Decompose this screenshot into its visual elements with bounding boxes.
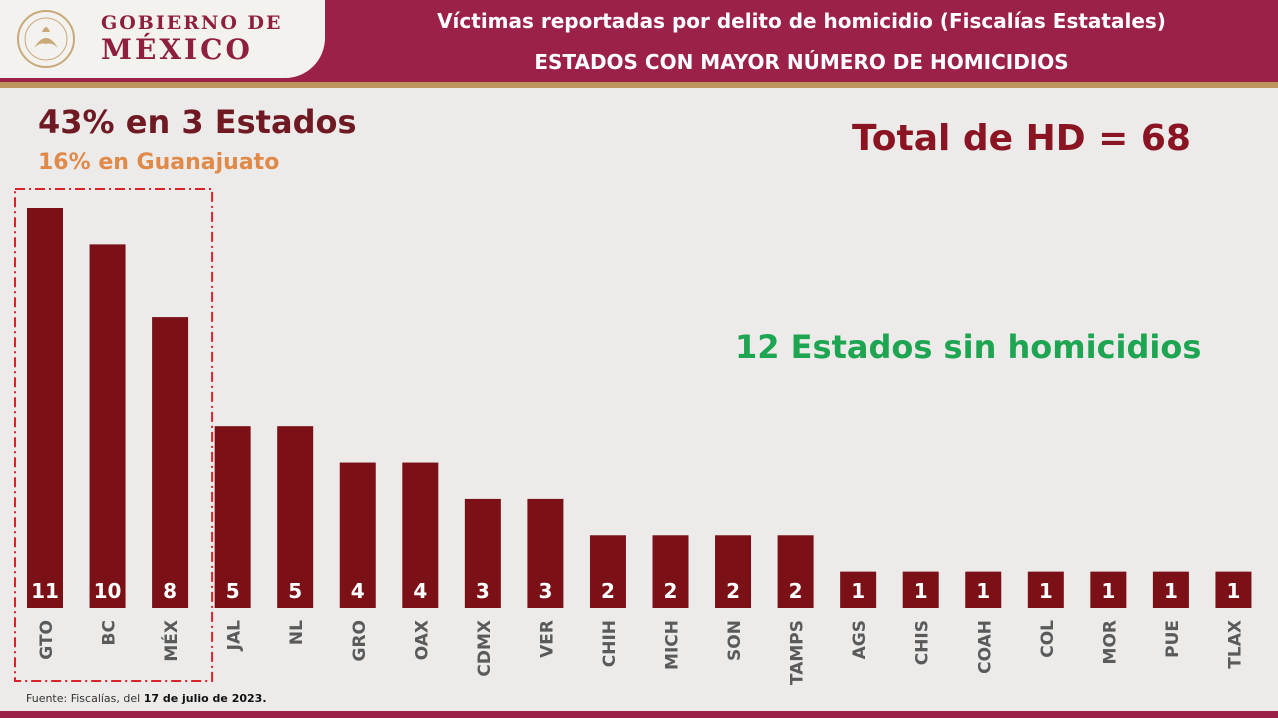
value-label-gro: 4 [351, 579, 365, 603]
bar-ver [527, 498, 564, 608]
tick-label-pue: PUE [1163, 620, 1183, 658]
tick-label-chis: CHIS [913, 620, 933, 665]
value-label-chis: 1 [914, 579, 928, 603]
tick-label-ags: AGS [850, 620, 870, 659]
value-label-oax: 4 [413, 579, 427, 603]
bar-oax [402, 462, 439, 608]
value-label-tlax: 1 [1226, 579, 1240, 603]
tick-label-col: COL [1038, 620, 1058, 658]
value-label-tamps: 2 [789, 579, 803, 603]
eagle-emblem-icon [17, 10, 75, 68]
value-label-coah: 1 [976, 579, 990, 603]
tick-label-méx: MÉX [160, 620, 182, 662]
bar-chih [589, 535, 626, 608]
value-label-ver: 3 [538, 579, 552, 603]
tick-label-mor: MOR [1100, 620, 1120, 664]
value-label-gto: 11 [31, 579, 59, 603]
logo-panel: GOBIERNO DE MÉXICO [0, 0, 325, 78]
tick-label-ver: VER [537, 620, 557, 658]
bar-col [1027, 571, 1064, 608]
value-label-méx: 8 [163, 579, 177, 603]
tick-label-cdmx: CDMX [475, 620, 495, 677]
gov-line1: GOBIERNO DE [101, 12, 283, 34]
tick-label-coah: COAH [975, 620, 995, 674]
source-prefix: Fuente: Fiscalías, del [26, 692, 144, 705]
highlight-sub: 16% en Guanajuato [38, 150, 280, 175]
source-note: Fuente: Fiscalías, del 17 de julio de 20… [26, 692, 267, 705]
value-label-cdmx: 3 [476, 579, 490, 603]
highlight-box [14, 188, 214, 682]
gov-line2: MÉXICO [101, 33, 253, 66]
total-label: Total de HD = 68 [852, 118, 1191, 159]
value-label-bc: 10 [94, 579, 122, 603]
header-stripe [0, 82, 1278, 88]
bottom-bar [0, 711, 1278, 718]
tick-label-son: SON [725, 620, 745, 661]
bar-méx [152, 317, 189, 608]
tick-label-nl: NL [287, 620, 307, 645]
bar-gro [339, 462, 376, 608]
tick-label-jal: JAL [225, 620, 245, 651]
states-without-label: 12 Estados sin homicidios [735, 328, 1202, 366]
bar-tlax [1215, 571, 1252, 608]
tick-label-oax: OAX [412, 620, 432, 660]
value-label-mich: 2 [664, 579, 678, 603]
bar-gto [27, 208, 63, 608]
value-label-pue: 1 [1164, 579, 1178, 603]
source-date: 17 de julio de 2023. [143, 692, 267, 705]
page-subtitle: ESTADOS CON MAYOR NÚMERO DE HOMICIDIOS [534, 50, 1069, 74]
bar-nl [277, 426, 314, 608]
value-label-son: 2 [726, 579, 740, 603]
page-title: Víctimas reportadas por delito de homici… [437, 9, 1166, 33]
tick-label-chih: CHIH [600, 620, 620, 667]
bar-mor [1090, 571, 1127, 608]
tick-label-gto: GTO [37, 620, 57, 660]
value-label-col: 1 [1039, 579, 1053, 603]
bar-pue [1152, 571, 1189, 608]
tick-label-tamps: TAMPS [788, 620, 808, 685]
value-label-jal: 5 [226, 579, 240, 603]
highlight-main: 43% en 3 Estados [38, 103, 357, 141]
tick-label-mich: MICH [663, 620, 683, 670]
bar-chis [902, 571, 939, 608]
bar-cdmx [464, 498, 501, 608]
bar-jal [214, 426, 251, 608]
bar-mich [652, 535, 689, 608]
value-label-chih: 2 [601, 579, 615, 603]
tick-label-gro: GRO [350, 620, 370, 662]
bar-tamps [777, 535, 814, 608]
bar-coah [965, 571, 1002, 608]
value-label-mor: 1 [1101, 579, 1115, 603]
tick-label-bc: BC [100, 620, 120, 645]
bar-ags [840, 571, 877, 608]
value-label-nl: 5 [288, 579, 302, 603]
tick-label-tlax: TLAX [1225, 620, 1245, 669]
bar-son [715, 535, 752, 608]
bar-bc [89, 244, 126, 608]
value-label-ags: 1 [851, 579, 865, 603]
